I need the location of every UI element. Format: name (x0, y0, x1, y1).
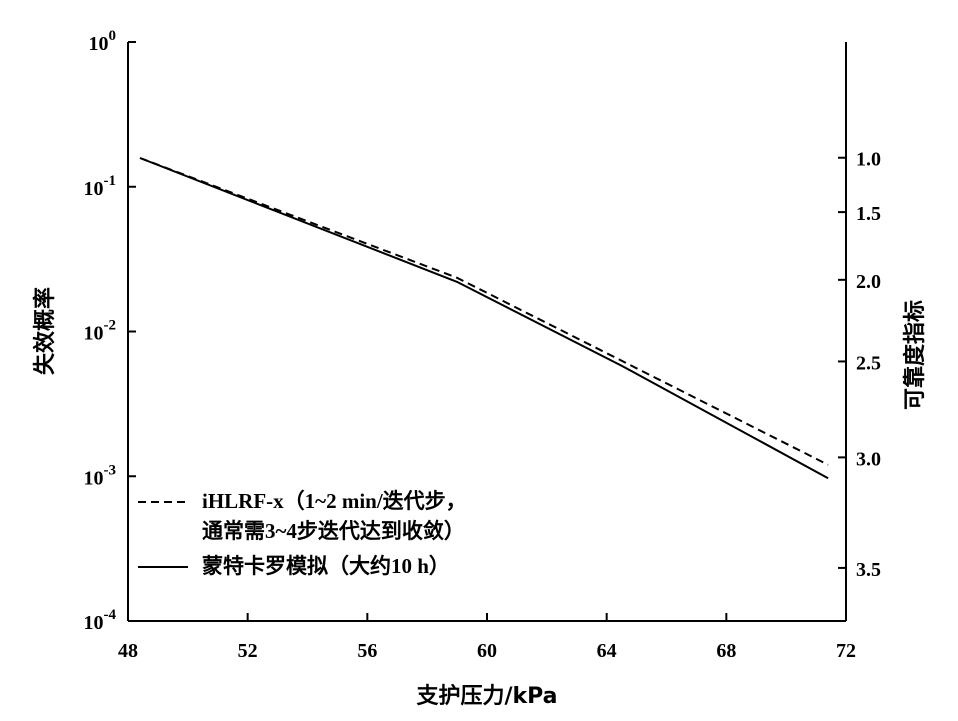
x-axis-label: 支护压力/kPa (416, 684, 557, 709)
legend-label-ihlrf-line1: iHLRF-x（1~2 min/迭代步， (202, 489, 467, 513)
x-tick-label: 68 (716, 640, 736, 662)
left-y-tick-label: 100 (89, 28, 117, 55)
left-y-axis-label: 失效概率 (32, 287, 58, 375)
left-y-tick-base: 10 (84, 323, 104, 345)
x-tick-label: 72 (836, 640, 856, 662)
right-y-tick-label: 1.0 (856, 149, 881, 171)
left-y-tick-base: 10 (84, 178, 104, 200)
left-y-tick-exponent: -3 (104, 462, 117, 478)
left-y-tick-label: 10-1 (84, 173, 117, 200)
x-tick-label: 60 (477, 640, 497, 662)
x-tick-label: 56 (357, 640, 377, 662)
left-y-tick-exponent: 0 (109, 28, 117, 44)
left-y-tick-label: 10-3 (84, 462, 117, 489)
x-ticks: 48 52 56 60 64 68 72 (118, 613, 856, 662)
right-y-tick-label: 3.5 (856, 559, 881, 581)
left-y-tick-label: 10-4 (84, 607, 117, 634)
series-line-ihlrf (139, 157, 829, 466)
series-layer (139, 157, 829, 480)
right-y-ticks: 1.0 1.5 2.0 2.5 3.0 3.5 (838, 149, 881, 581)
right-y-tick-label: 2.5 (856, 352, 881, 374)
left-y-tick-label: 10-2 (84, 318, 117, 345)
left-y-tick-exponent: -4 (104, 607, 117, 623)
left-y-tick-exponent: -1 (104, 173, 117, 189)
left-y-tick-exponent: -2 (104, 318, 117, 334)
right-y-axis-label: 可靠度指标 (902, 300, 928, 410)
x-tick-label: 64 (597, 640, 617, 662)
left-y-tick-base: 10 (84, 612, 104, 634)
right-y-tick-label: 3.0 (856, 448, 881, 470)
legend-label-ihlrf-line2: 通常需3~4步迭代达到收敛） (202, 519, 465, 543)
x-tick-label: 52 (238, 640, 258, 662)
legend-label-monte-carlo: 蒙特卡罗模拟（大约10 h） (202, 554, 450, 578)
left-y-tick-base: 10 (89, 33, 109, 55)
right-y-tick-label: 1.5 (856, 203, 881, 225)
right-y-tick-label: 2.0 (856, 271, 881, 293)
left-y-tick-base: 10 (84, 467, 104, 489)
x-tick-label: 48 (118, 640, 138, 662)
legend: iHLRF-x（1~2 min/迭代步， 通常需3~4步迭代达到收敛） 蒙特卡罗… (138, 489, 467, 578)
series-line-monte-carlo (139, 157, 829, 480)
